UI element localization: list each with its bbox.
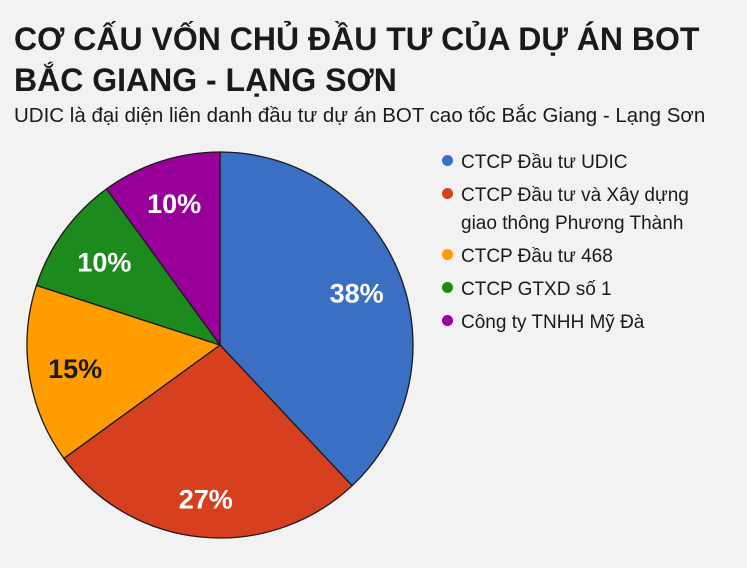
svg-text:10%: 10%	[77, 247, 131, 277]
svg-text:15%: 15%	[48, 354, 102, 384]
svg-text:38%: 38%	[330, 278, 384, 308]
svg-text:10%: 10%	[147, 189, 201, 219]
svg-text:27%: 27%	[179, 484, 233, 514]
